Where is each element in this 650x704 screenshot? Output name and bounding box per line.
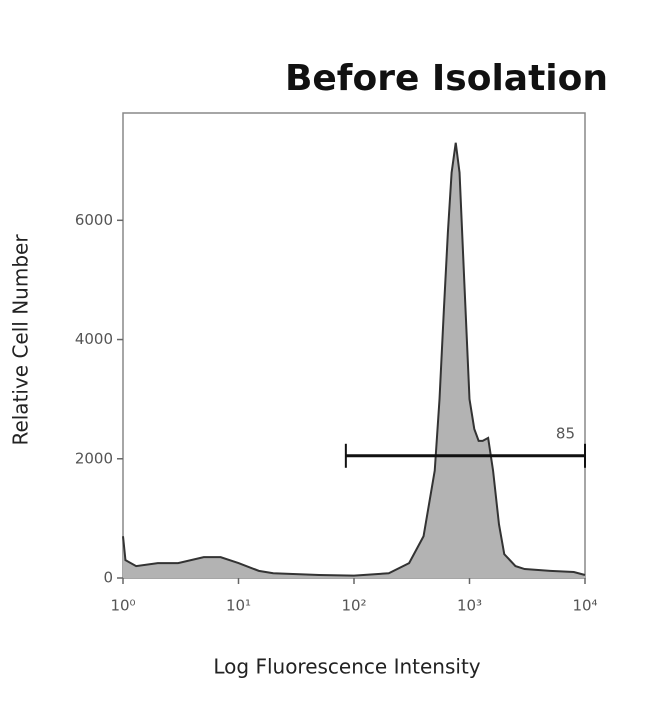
y-tick-label: 6000 bbox=[75, 211, 113, 229]
x-tick-label: 10³ bbox=[457, 597, 482, 615]
line bbox=[122, 142, 586, 577]
area bbox=[123, 142, 585, 579]
x-tick-label: 10⁰ bbox=[110, 597, 135, 615]
y-tick-label: 4000 bbox=[75, 330, 113, 348]
y-tick-label: 0 bbox=[103, 569, 113, 587]
chart-title: Before Isolation bbox=[285, 58, 608, 99]
y-axis-label: Relative Cell Number bbox=[9, 234, 33, 446]
plot-frame bbox=[122, 112, 586, 579]
y-tick-label: 2000 bbox=[75, 449, 113, 467]
x-tick-label: 10¹ bbox=[226, 597, 251, 615]
x-tick-label: 10⁴ bbox=[572, 597, 597, 615]
gate-label: 85 bbox=[556, 424, 575, 442]
x-axis-label: Log Fluorescence Intensity bbox=[213, 655, 480, 679]
x-tick-label: 10² bbox=[341, 597, 366, 615]
